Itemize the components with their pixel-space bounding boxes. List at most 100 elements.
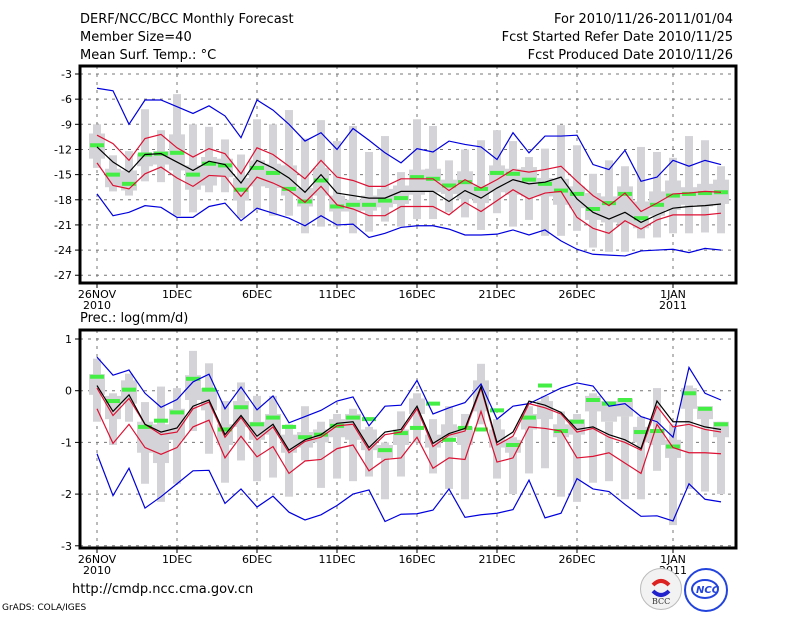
y-tick-label: -24 bbox=[54, 244, 72, 257]
range-bar-outer bbox=[365, 426, 373, 477]
ensemble-marker bbox=[346, 202, 360, 207]
range-bar-inner bbox=[537, 401, 553, 420]
range-bar-outer bbox=[701, 411, 709, 492]
x-tick-label: 1JAN bbox=[660, 553, 686, 566]
ensemble-marker bbox=[106, 399, 120, 404]
ensemble-marker bbox=[330, 204, 344, 209]
ensemble-marker bbox=[698, 406, 712, 411]
range-bar-outer bbox=[349, 125, 357, 234]
range-bar-inner bbox=[329, 419, 345, 438]
ensemble-marker bbox=[442, 437, 456, 442]
range-bar-outer bbox=[141, 109, 149, 182]
range-bar-outer bbox=[685, 385, 693, 489]
range-bar-inner bbox=[633, 201, 649, 229]
ensemble-marker bbox=[314, 178, 328, 183]
y-tick-label: -21 bbox=[54, 219, 72, 232]
range-bar-outer bbox=[509, 437, 517, 495]
range-bar-outer bbox=[589, 393, 597, 483]
ensemble-marker bbox=[410, 425, 424, 430]
range-bar-inner bbox=[345, 413, 361, 440]
x-tick-year-label: 2010 bbox=[83, 299, 111, 312]
range-bar-outer bbox=[285, 110, 293, 216]
ensemble-marker bbox=[426, 401, 440, 406]
range-bar-outer bbox=[637, 416, 645, 500]
grads-credit: GrADS: COLA/IGES bbox=[2, 603, 87, 613]
ensemble-marker bbox=[506, 171, 520, 176]
ensemble-marker bbox=[122, 181, 136, 186]
lower-spread-line bbox=[96, 162, 722, 234]
range-bar-outer bbox=[525, 406, 533, 474]
ensemble-marker bbox=[650, 429, 664, 434]
ensemble-marker bbox=[346, 415, 360, 420]
range-bar-outer bbox=[413, 119, 421, 220]
upper-spread-line bbox=[96, 133, 722, 213]
y-tick-label: -3 bbox=[61, 68, 72, 81]
produced-date: Fcst Produced Date 2010/11/26 bbox=[527, 48, 733, 63]
ensemble-marker bbox=[698, 191, 712, 196]
variable-label: Mean Surf. Temp.: °C bbox=[80, 48, 217, 63]
ensemble-marker bbox=[506, 442, 520, 447]
range-bar-inner bbox=[137, 153, 153, 167]
x-tick-label: 1JAN bbox=[660, 288, 686, 301]
lower-spread-line bbox=[96, 408, 722, 475]
range-bar-inner bbox=[201, 388, 217, 411]
range-bar-inner bbox=[569, 186, 585, 209]
ensemble-marker bbox=[202, 387, 216, 392]
source-url[interactable]: http://cmdp.ncc.cma.gov.cn bbox=[72, 582, 254, 597]
bcc-logo-icon: BCC bbox=[651, 579, 671, 606]
range-bar-outer bbox=[445, 406, 453, 489]
ensemble-min-line bbox=[96, 193, 722, 257]
ensemble-marker bbox=[538, 383, 552, 388]
ensemble-marker bbox=[602, 401, 616, 406]
range-bar-inner bbox=[665, 439, 681, 458]
ensemble-marker bbox=[586, 398, 600, 403]
ensemble-marker bbox=[490, 170, 504, 175]
range-bar-outer bbox=[669, 424, 677, 526]
ensemble-marker bbox=[90, 374, 104, 379]
plot-frame bbox=[78, 328, 738, 550]
ensemble-marker bbox=[474, 427, 488, 432]
x-tick-year-label: 2010 bbox=[83, 564, 111, 577]
y-tick-label: -6 bbox=[61, 93, 72, 106]
x-tick-label: 26DEC bbox=[558, 288, 595, 301]
ensemble-marker bbox=[538, 181, 552, 186]
ncc-logo-text: NCC bbox=[696, 585, 720, 596]
ensemble-marker bbox=[378, 448, 392, 453]
x-tick-label: 21DEC bbox=[478, 288, 515, 301]
ensemble-marker bbox=[122, 387, 136, 392]
plot-frame bbox=[78, 64, 738, 285]
ensemble-marker bbox=[650, 202, 664, 207]
ensemble-marker bbox=[394, 431, 408, 436]
range-bar-inner bbox=[457, 426, 473, 445]
range-bar-inner bbox=[393, 185, 409, 204]
ensemble-marker bbox=[634, 216, 648, 221]
range-bar-inner bbox=[137, 421, 153, 453]
range-bar-outer bbox=[717, 421, 725, 495]
ensemble-marker bbox=[266, 415, 280, 420]
ensemble-marker bbox=[250, 165, 264, 170]
ensemble-marker bbox=[394, 196, 408, 201]
x-tick-label: 16DEC bbox=[398, 553, 435, 566]
ensemble-marker bbox=[250, 422, 264, 427]
ensemble-marker bbox=[378, 198, 392, 203]
ensemble-marker bbox=[106, 172, 120, 177]
ensemble-marker bbox=[170, 410, 184, 415]
range-bar-outer bbox=[493, 419, 501, 479]
ensemble-marker bbox=[602, 201, 616, 206]
range-bar-outer bbox=[285, 424, 293, 497]
range-bar-outer bbox=[557, 411, 565, 497]
x-tick-label: 6DEC bbox=[242, 553, 272, 566]
ncc-logo: NCC bbox=[684, 568, 728, 612]
ncc-logo-icon: NCC bbox=[691, 579, 720, 599]
y-tick-label: 1 bbox=[65, 333, 72, 346]
range-bar-inner bbox=[361, 429, 377, 451]
ensemble-marker bbox=[362, 202, 376, 207]
ensemble-marker bbox=[234, 405, 248, 410]
x-tick-label: 1DEC bbox=[162, 288, 192, 301]
ensemble-marker bbox=[570, 419, 584, 424]
y-tick-label: -15 bbox=[54, 169, 72, 182]
ensemble-marker bbox=[298, 435, 312, 440]
range-bar-inner bbox=[697, 183, 713, 207]
